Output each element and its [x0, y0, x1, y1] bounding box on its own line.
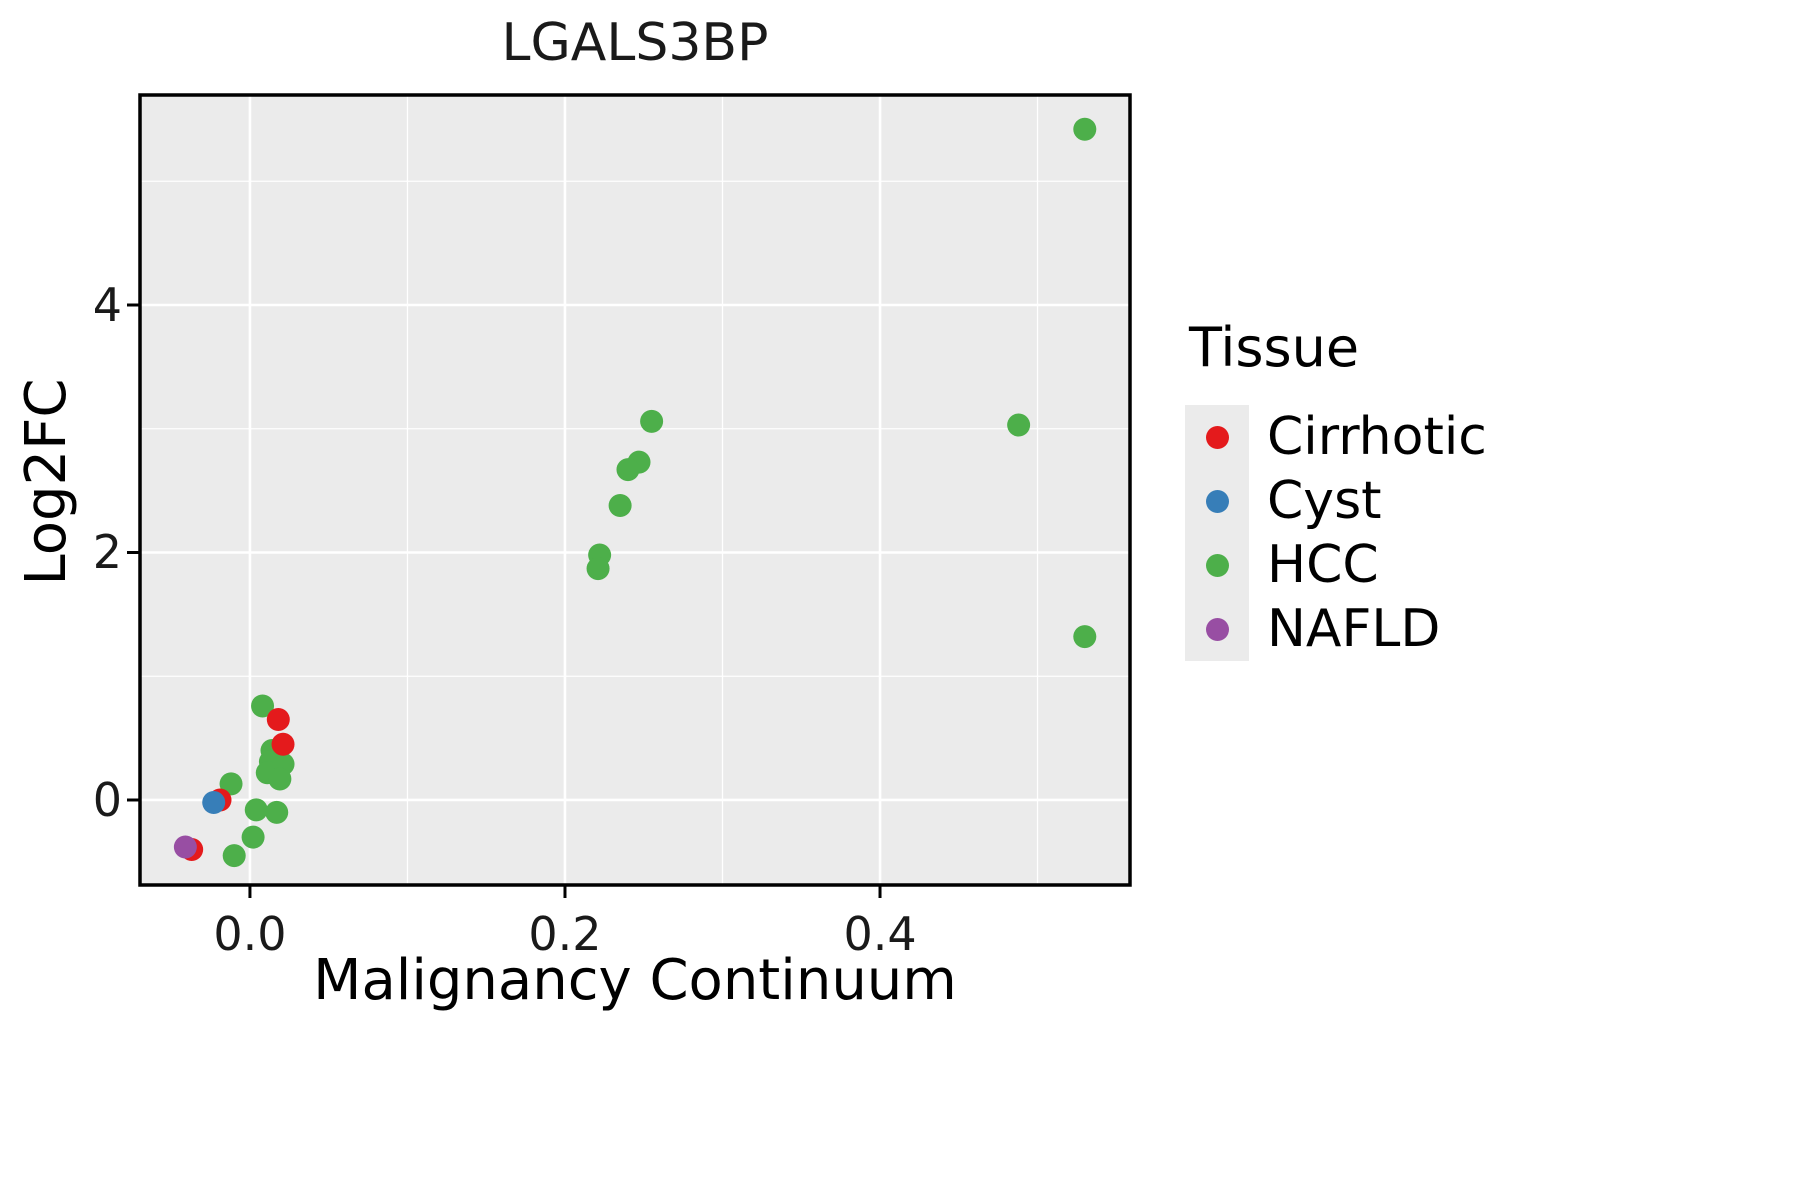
legend-dot-icon	[1205, 425, 1229, 449]
legend-dot-icon	[1205, 617, 1229, 641]
x-axis-label: Malignancy Continuum	[313, 948, 957, 1013]
legend-items: Cirrhotic Cyst HCC NAFLD	[1185, 405, 1487, 661]
data-point-hcc	[608, 493, 632, 517]
data-point-hcc	[1007, 413, 1031, 437]
legend: Tissue Cirrhotic Cyst HCC NAFLD	[1185, 316, 1487, 661]
x-tick-label: 0.0	[213, 907, 287, 961]
legend-key	[1185, 469, 1249, 533]
x-tick-label: 0.2	[528, 907, 602, 961]
data-point-hcc	[251, 694, 275, 718]
legend-title: Tissue	[1189, 316, 1360, 379]
data-point-cirrhotic	[271, 732, 295, 756]
legend-key	[1185, 405, 1249, 469]
data-point-hcc	[586, 557, 610, 581]
data-point-hcc	[616, 458, 640, 482]
data-point-hcc	[640, 409, 664, 433]
data-point-cyst	[202, 790, 226, 814]
data-point-cirrhotic	[266, 708, 290, 732]
legend-item-cyst: Cyst	[1185, 469, 1487, 533]
data-point-hcc	[241, 825, 265, 849]
legend-item-hcc: HCC	[1185, 533, 1487, 597]
legend-item-nafld: NAFLD	[1185, 597, 1487, 661]
data-point-hcc	[1073, 117, 1097, 141]
legend-label: NAFLD	[1267, 599, 1441, 659]
legend-label: HCC	[1267, 535, 1379, 595]
data-point-nafld	[173, 835, 197, 859]
data-point-hcc	[1073, 625, 1097, 649]
chart-title: LGALS3BP	[501, 13, 769, 73]
data-point-hcc	[265, 800, 289, 824]
y-tick-label: 0	[92, 772, 122, 827]
data-point-hcc	[244, 798, 268, 822]
legend-key	[1185, 597, 1249, 661]
legend-label: Cyst	[1267, 471, 1382, 531]
plot-panel	[140, 95, 1130, 885]
y-tick-label: 4	[92, 277, 122, 332]
legend-key	[1185, 533, 1249, 597]
legend-dot-icon	[1205, 489, 1229, 513]
legend-item-cirrhotic: Cirrhotic	[1185, 405, 1487, 469]
legend-label: Cirrhotic	[1267, 407, 1487, 467]
data-point-hcc	[268, 767, 292, 791]
x-tick-label: 0.4	[843, 907, 917, 961]
data-point-hcc	[222, 844, 246, 868]
legend-dot-icon	[1205, 553, 1229, 577]
panel-border	[138, 93, 1132, 887]
y-tick-label: 2	[92, 525, 122, 580]
data-point-hcc	[219, 772, 243, 796]
